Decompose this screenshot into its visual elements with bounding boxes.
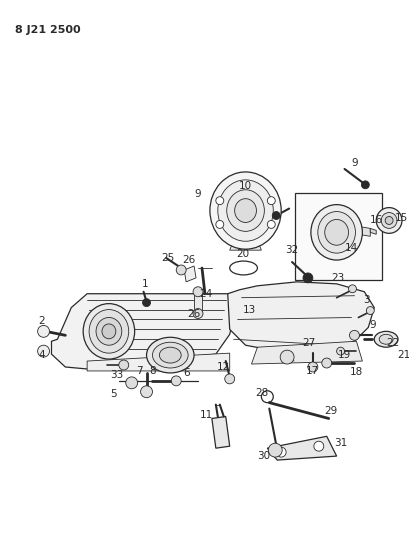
- Text: 21: 21: [396, 350, 409, 360]
- Circle shape: [267, 221, 274, 228]
- Ellipse shape: [234, 199, 256, 222]
- Ellipse shape: [159, 347, 181, 363]
- Text: 2: 2: [38, 317, 45, 326]
- Ellipse shape: [102, 324, 116, 339]
- Bar: [193, 292, 202, 313]
- Ellipse shape: [324, 220, 348, 245]
- Circle shape: [140, 386, 152, 398]
- Polygon shape: [52, 294, 235, 369]
- Polygon shape: [369, 228, 375, 235]
- Ellipse shape: [317, 212, 355, 253]
- Ellipse shape: [226, 190, 264, 231]
- Circle shape: [375, 207, 401, 233]
- Text: 22: 22: [386, 338, 399, 348]
- Ellipse shape: [217, 180, 273, 241]
- Circle shape: [348, 330, 359, 340]
- Circle shape: [348, 285, 355, 293]
- Ellipse shape: [146, 337, 193, 373]
- Circle shape: [171, 376, 181, 386]
- Text: 28: 28: [254, 387, 267, 398]
- Ellipse shape: [152, 342, 188, 368]
- Text: 9: 9: [350, 158, 357, 168]
- Circle shape: [142, 298, 150, 306]
- Text: 13: 13: [242, 304, 256, 314]
- Polygon shape: [215, 196, 274, 228]
- Text: 12: 12: [217, 362, 230, 372]
- Text: 8: 8: [149, 366, 155, 376]
- Circle shape: [313, 441, 323, 451]
- Polygon shape: [229, 240, 261, 250]
- Circle shape: [276, 447, 285, 457]
- Text: 30: 30: [256, 451, 269, 461]
- Text: 10: 10: [238, 181, 252, 191]
- Circle shape: [360, 181, 369, 189]
- Circle shape: [215, 221, 223, 228]
- Polygon shape: [184, 266, 196, 282]
- Polygon shape: [267, 437, 336, 460]
- Polygon shape: [213, 199, 217, 227]
- Text: 25: 25: [161, 253, 175, 263]
- Text: 17: 17: [306, 366, 319, 376]
- Polygon shape: [251, 341, 362, 364]
- Text: 1: 1: [142, 279, 148, 289]
- Text: 26: 26: [182, 255, 195, 265]
- Ellipse shape: [209, 172, 281, 249]
- Text: 15: 15: [393, 214, 407, 223]
- Text: 31: 31: [333, 438, 346, 448]
- Circle shape: [384, 216, 392, 224]
- Circle shape: [366, 306, 373, 314]
- Circle shape: [193, 287, 202, 297]
- Polygon shape: [87, 353, 229, 371]
- Circle shape: [215, 197, 223, 205]
- Text: 4: 4: [38, 350, 45, 360]
- Ellipse shape: [96, 318, 121, 345]
- Circle shape: [267, 197, 274, 205]
- Circle shape: [126, 377, 137, 389]
- Circle shape: [380, 213, 396, 228]
- Circle shape: [38, 326, 49, 337]
- Text: 26: 26: [187, 309, 200, 319]
- Text: 19: 19: [337, 350, 351, 360]
- Circle shape: [272, 212, 279, 220]
- Bar: [294, 193, 381, 280]
- Text: 9: 9: [368, 320, 375, 330]
- Text: 18: 18: [349, 367, 362, 377]
- Polygon shape: [357, 227, 369, 236]
- Text: 11: 11: [199, 409, 212, 419]
- Ellipse shape: [89, 310, 128, 353]
- Text: 9: 9: [194, 189, 201, 199]
- Circle shape: [193, 309, 202, 319]
- Circle shape: [267, 443, 281, 457]
- Text: 6: 6: [182, 368, 189, 378]
- Text: 5: 5: [110, 389, 117, 399]
- Circle shape: [321, 358, 331, 368]
- Polygon shape: [227, 282, 373, 353]
- Text: 32: 32: [285, 245, 298, 255]
- Text: 14: 14: [344, 243, 357, 253]
- Circle shape: [336, 347, 344, 355]
- Circle shape: [119, 360, 128, 370]
- Circle shape: [302, 273, 312, 283]
- Text: 24: 24: [199, 289, 212, 298]
- Ellipse shape: [373, 332, 397, 347]
- Ellipse shape: [310, 205, 362, 260]
- Ellipse shape: [83, 304, 134, 359]
- Circle shape: [38, 345, 49, 357]
- Text: 7: 7: [136, 366, 143, 376]
- Text: 16: 16: [369, 215, 382, 225]
- Text: 29: 29: [323, 406, 337, 416]
- Circle shape: [307, 362, 317, 372]
- Circle shape: [224, 374, 234, 384]
- Text: 20: 20: [236, 249, 249, 259]
- Text: 27: 27: [301, 338, 315, 348]
- Ellipse shape: [378, 334, 392, 344]
- Circle shape: [279, 350, 293, 364]
- Circle shape: [176, 265, 186, 275]
- Text: 23: 23: [330, 273, 344, 283]
- Text: 3: 3: [362, 295, 369, 305]
- Text: 33: 33: [110, 370, 123, 380]
- Text: 8 J21 2500: 8 J21 2500: [15, 26, 80, 35]
- Polygon shape: [211, 416, 229, 448]
- Polygon shape: [273, 199, 276, 227]
